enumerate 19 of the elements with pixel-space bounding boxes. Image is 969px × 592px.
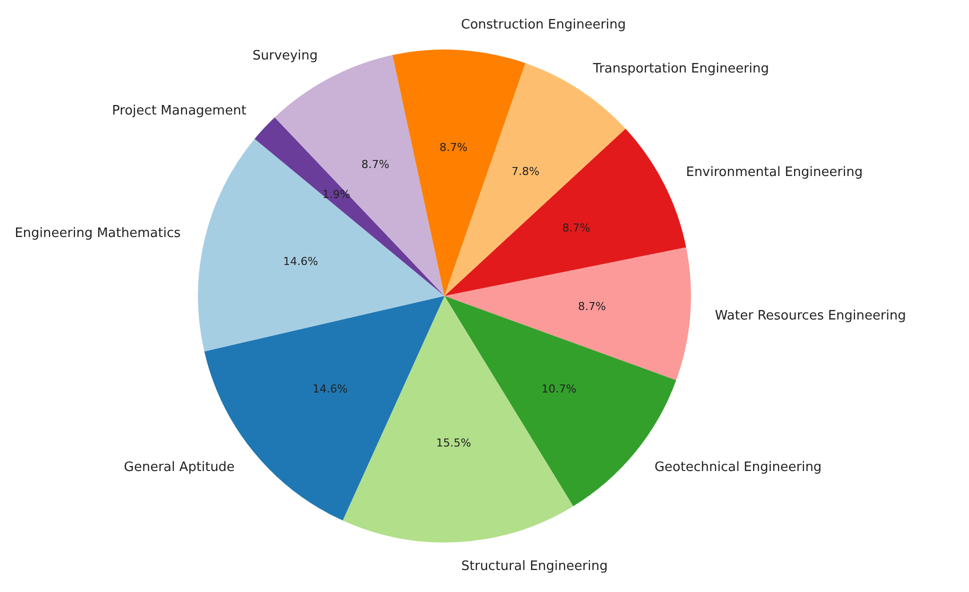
data-label: 8.7% bbox=[578, 300, 606, 313]
slice-label: Surveying bbox=[252, 48, 318, 64]
slice-label: Project Management bbox=[112, 103, 246, 118]
slice-label: Construction Engineering bbox=[460, 18, 626, 33]
slice-label: Environmental Engineering bbox=[686, 165, 863, 180]
slice-label: Transportation Engineering bbox=[592, 62, 770, 77]
data-label: 10.7% bbox=[542, 382, 577, 396]
data-label: 7.8% bbox=[512, 165, 540, 178]
slice-label: Structural Engineering bbox=[461, 559, 608, 574]
data-label: 8.7% bbox=[361, 158, 390, 172]
slice-label: Geotechnical Engineering bbox=[654, 460, 822, 475]
data-label: 8.7% bbox=[440, 141, 468, 154]
slice-label: General Aptitude bbox=[124, 460, 235, 476]
data-label: 8.7% bbox=[562, 222, 590, 235]
data-label: 14.6% bbox=[283, 254, 318, 268]
data-label: 15.5% bbox=[436, 436, 472, 450]
slice-label: Engineering Mathematics bbox=[14, 226, 181, 241]
data-label: 14.6% bbox=[312, 382, 348, 396]
slice-label: Water Resources Engineering bbox=[714, 308, 906, 324]
